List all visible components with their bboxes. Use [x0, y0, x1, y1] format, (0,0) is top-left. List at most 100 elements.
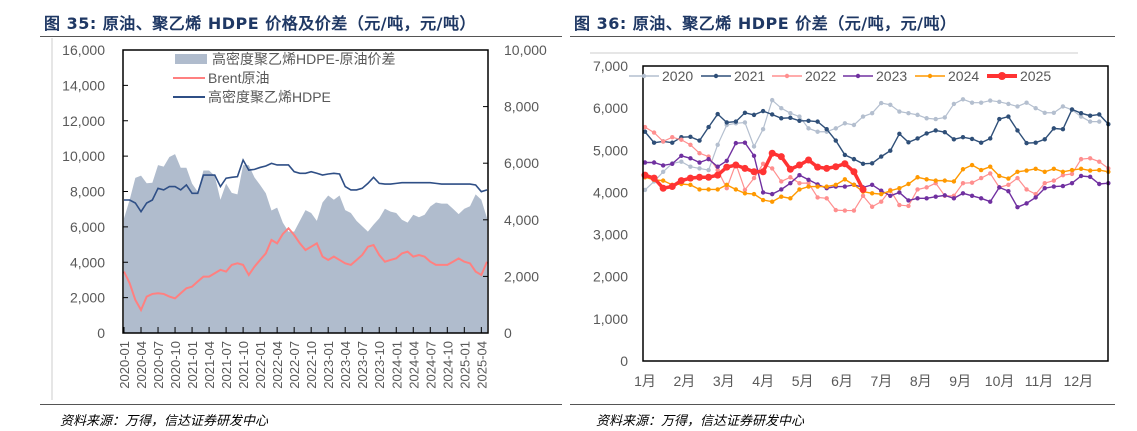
point-2020: [842, 121, 848, 126]
x-tick-label: 2025-04: [474, 341, 489, 389]
x-tick-label: 2020-10: [168, 341, 183, 389]
point-2023: [1051, 184, 1057, 189]
point-2023: [1024, 201, 1029, 206]
point-2022: [1033, 191, 1038, 197]
point-2021: [842, 152, 848, 158]
point-2022: [860, 193, 866, 198]
point-2020: [1024, 100, 1029, 105]
point-2021: [733, 119, 739, 124]
point-2020: [960, 97, 966, 102]
point-2024: [960, 167, 966, 172]
y-tick-label: 4,000: [70, 254, 105, 270]
point-2020: [906, 111, 911, 116]
point-2022: [960, 180, 966, 186]
point-2025: [750, 168, 758, 176]
x-tick-label: 2021-10: [236, 341, 251, 389]
point-2024: [924, 177, 929, 182]
legend-marker-2024: [927, 73, 933, 79]
point-2021: [988, 136, 993, 141]
y-tick-label: 8,000: [70, 184, 105, 200]
point-2024: [797, 187, 802, 192]
point-2021: [688, 134, 693, 139]
legend-label-spread: 高密度聚乙烯HDPE-原油价差: [212, 51, 396, 67]
y-tick-label: 2,000: [593, 269, 628, 285]
x-tick-label: 9月: [949, 373, 971, 389]
point-2020: [706, 167, 711, 173]
y2-tick-label: 10,000: [504, 42, 547, 58]
y-tick-label: 14,000: [62, 77, 105, 93]
legend-label-brent: Brent原油: [208, 70, 269, 86]
point-2020: [769, 97, 775, 103]
point-2023: [906, 198, 911, 203]
point-2022: [797, 180, 802, 186]
point-2021: [706, 124, 711, 130]
point-2020: [897, 109, 902, 114]
point-2025: [696, 173, 704, 181]
point-2022: [742, 187, 748, 193]
point-2023: [1060, 183, 1066, 189]
point-2023: [670, 161, 675, 166]
point-2025: [650, 174, 658, 182]
point-2022: [1051, 178, 1057, 183]
legend-label-2024: 2024: [948, 68, 979, 84]
point-2024: [897, 186, 902, 191]
point-2025: [686, 174, 694, 182]
point-2023: [869, 182, 875, 188]
chart-35-source: 资料来源：万得，信达证券研发中心: [60, 414, 269, 429]
point-2020: [679, 159, 684, 164]
point-2022: [1042, 180, 1047, 186]
point-2025: [705, 173, 713, 181]
point-2022: [670, 135, 675, 140]
source-rule-right: [570, 404, 1115, 405]
point-2023: [733, 140, 739, 146]
x-tick-label: 8月: [910, 373, 932, 389]
point-2021: [1051, 126, 1057, 131]
x-tick-label: 2022-10: [304, 341, 319, 389]
point-2023: [888, 193, 893, 198]
point-2020: [1006, 101, 1011, 107]
y-tick-label: 10,000: [62, 148, 105, 164]
point-2022: [679, 137, 684, 142]
point-2025: [659, 184, 667, 192]
point-2023: [978, 196, 984, 201]
point-2025: [723, 163, 731, 171]
point-2022: [697, 151, 702, 156]
point-2021: [933, 128, 938, 133]
point-2022: [806, 180, 811, 186]
point-2023: [1087, 174, 1093, 180]
point-2023: [760, 190, 766, 195]
y-tick-label: 2,000: [70, 290, 105, 306]
point-2020: [869, 111, 875, 116]
legend-marker-2023: [855, 73, 861, 79]
series-line-2022: [644, 126, 1109, 212]
point-2022: [924, 185, 929, 190]
x-tick-label: 12月: [1064, 373, 1094, 389]
point-2021: [1097, 112, 1102, 117]
x-tick-label: 2022-01: [253, 341, 268, 389]
point-2021: [860, 161, 866, 166]
point-2021: [1078, 111, 1084, 116]
point-2021: [815, 119, 820, 124]
x-tick-label: 1月: [634, 373, 656, 389]
point-2022: [815, 195, 820, 200]
legend-marker-2025: [998, 72, 1006, 80]
y-tick-label: 1,000: [593, 311, 628, 327]
point-2021: [1006, 114, 1011, 119]
point-2020: [915, 112, 920, 118]
point-2023: [897, 190, 902, 195]
point-2022: [1087, 156, 1093, 161]
point-2022: [906, 203, 911, 209]
point-2023: [660, 163, 666, 168]
point-2024: [933, 178, 938, 183]
y-tick-label: 0: [620, 353, 628, 369]
point-2022: [988, 171, 993, 176]
y2-tick-label: 6,000: [504, 155, 539, 171]
point-2022: [651, 130, 657, 135]
point-2022: [833, 207, 838, 213]
point-2020: [797, 114, 802, 119]
point-2020: [715, 142, 720, 148]
x-tick-label: 2022-04: [270, 341, 285, 389]
x-tick-label: 2021-07: [219, 341, 234, 389]
point-2024: [1097, 167, 1102, 173]
x-tick-label: 2024-04: [406, 341, 421, 389]
